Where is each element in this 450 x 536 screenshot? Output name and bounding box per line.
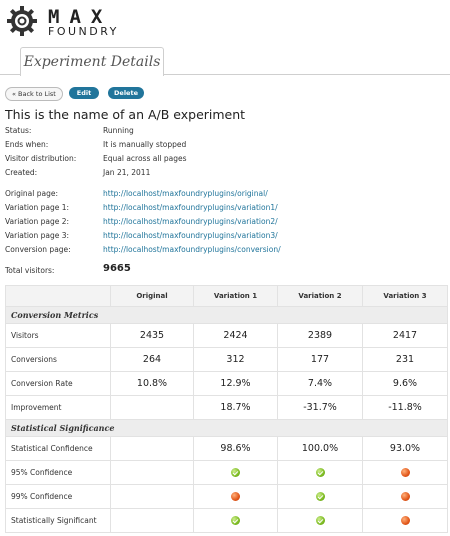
row-label: Conversion Rate: [5, 371, 111, 396]
cell-variation-3: [362, 508, 448, 533]
delete-button[interactable]: Delete: [108, 87, 144, 99]
conversion-page-label: Conversion page:: [5, 245, 71, 254]
table-row-improvement: Improvement 18.7% -31.7% -11.8%: [5, 395, 448, 420]
tab-experiment-details[interactable]: Experiment Details: [20, 47, 164, 76]
variation-page-3-label: Variation page 3:: [5, 231, 70, 240]
cell-variation-1: [193, 460, 278, 485]
tab-divider: [0, 74, 450, 75]
cell-variation-3: 9.6%: [362, 371, 448, 396]
total-visitors-label: Total visitors:: [5, 266, 55, 275]
header-variation-3: Variation 3: [362, 285, 448, 307]
back-to-list-button[interactable]: « Back to List: [5, 87, 63, 101]
header-original: Original: [110, 285, 194, 307]
cell-original: 10.8%: [110, 371, 194, 396]
edit-button[interactable]: Edit: [69, 87, 99, 99]
gear-icon: [7, 6, 37, 36]
cell-variation-3: 231: [362, 347, 448, 372]
cell-original: [110, 460, 194, 485]
visitor-distribution-value: Equal across all pages: [103, 154, 187, 163]
header-variation-2: Variation 2: [277, 285, 363, 307]
created-label: Created:: [5, 168, 38, 177]
variation-page-2-link[interactable]: http://localhost/maxfoundryplugins/varia…: [103, 217, 278, 226]
variation-page-3-link[interactable]: http://localhost/maxfoundryplugins/varia…: [103, 231, 278, 240]
status-value: Running: [103, 126, 134, 135]
cell-variation-1: 2424: [193, 323, 278, 348]
cell-original: [110, 436, 194, 461]
section-title: Statistical Significance: [5, 419, 448, 437]
cell-variation-2: 2389: [277, 323, 363, 348]
cell-variation-2: 177: [277, 347, 363, 372]
status-indicator-icon: [231, 516, 240, 525]
experiment-title: This is the name of an A/B experiment: [5, 107, 246, 122]
original-page-link[interactable]: http://localhost/maxfoundryplugins/origi…: [103, 189, 268, 198]
cell-variation-1: [193, 508, 278, 533]
row-label: Improvement: [5, 395, 111, 420]
table-row-statistically-significant: Statistically Significant: [5, 508, 448, 533]
section-title: Conversion Metrics: [5, 306, 448, 324]
cell-original: [110, 508, 194, 533]
status-indicator-icon: [315, 468, 325, 477]
status-indicator-icon: [231, 468, 240, 477]
table-row-statistical-confidence: Statistical Confidence 98.6% 100.0% 93.0…: [5, 436, 448, 461]
table-row-99-confidence: 99% Confidence: [5, 484, 448, 509]
cell-variation-1: 18.7%: [193, 395, 278, 420]
visitor-distribution-label: Visitor distribution:: [5, 154, 77, 163]
tab-label: Experiment Details: [23, 54, 161, 70]
row-label: Visitors: [5, 323, 111, 348]
section-statistical-significance: Statistical Significance: [5, 419, 448, 437]
status-indicator-icon: [231, 492, 240, 501]
status-indicator-icon: [315, 492, 325, 501]
results-table: Original Variation 1 Variation 2 Variati…: [5, 285, 448, 533]
header-label: [5, 285, 111, 307]
table-row-visitors: Visitors 2435 2424 2389 2417: [5, 323, 448, 348]
cell-variation-1: [193, 484, 278, 509]
original-page-label: Original page:: [5, 189, 58, 198]
logo-text-foundry: FOUNDRY: [48, 25, 119, 38]
cell-variation-2: [277, 508, 363, 533]
cell-variation-2: [277, 460, 363, 485]
status-indicator-icon: [400, 468, 410, 477]
cell-variation-1: 12.9%: [193, 371, 278, 396]
row-label: 99% Confidence: [5, 484, 111, 509]
ends-when-value: It is manually stopped: [103, 140, 187, 149]
created-value: Jan 21, 2011: [103, 168, 151, 177]
table-header-row: Original Variation 1 Variation 2 Variati…: [5, 285, 448, 307]
logo-text-max: MAX: [48, 6, 113, 28]
variation-page-1-link[interactable]: http://localhost/maxfoundryplugins/varia…: [103, 203, 278, 212]
cell-variation-3: 2417: [362, 323, 448, 348]
header-variation-1: Variation 1: [193, 285, 278, 307]
status-indicator-icon: [400, 516, 410, 525]
cell-variation-3: -11.8%: [362, 395, 448, 420]
cell-variation-2: 100.0%: [277, 436, 363, 461]
cell-variation-1: 312: [193, 347, 278, 372]
total-visitors-value: 9665: [103, 263, 131, 274]
status-label: Status:: [5, 126, 32, 135]
maxfoundry-logo: MAX FOUNDRY: [4, 4, 164, 38]
cell-variation-2: 7.4%: [277, 371, 363, 396]
cell-original: 2435: [110, 323, 194, 348]
cell-variation-3: [362, 460, 448, 485]
cell-variation-3: 93.0%: [362, 436, 448, 461]
section-conversion-metrics: Conversion Metrics: [5, 306, 448, 324]
row-label: 95% Confidence: [5, 460, 111, 485]
table-row-conversions: Conversions 264 312 177 231: [5, 347, 448, 372]
cell-original: [110, 395, 194, 420]
row-label: Conversions: [5, 347, 111, 372]
cell-variation-2: -31.7%: [277, 395, 363, 420]
cell-variation-3: [362, 484, 448, 509]
table-row-conversion-rate: Conversion Rate 10.8% 12.9% 7.4% 9.6%: [5, 371, 448, 396]
ends-when-label: Ends when:: [5, 140, 49, 149]
status-indicator-icon: [400, 492, 410, 501]
cell-variation-2: [277, 484, 363, 509]
variation-page-1-label: Variation page 1:: [5, 203, 70, 212]
row-label: Statistical Confidence: [5, 436, 111, 461]
cell-variation-1: 98.6%: [193, 436, 278, 461]
row-label: Statistically Significant: [5, 508, 111, 533]
cell-original: 264: [110, 347, 194, 372]
status-indicator-icon: [315, 516, 325, 525]
conversion-page-link[interactable]: http://localhost/maxfoundryplugins/conve…: [103, 245, 281, 254]
table-row-95-confidence: 95% Confidence: [5, 460, 448, 485]
cell-original: [110, 484, 194, 509]
variation-page-2-label: Variation page 2:: [5, 217, 70, 226]
